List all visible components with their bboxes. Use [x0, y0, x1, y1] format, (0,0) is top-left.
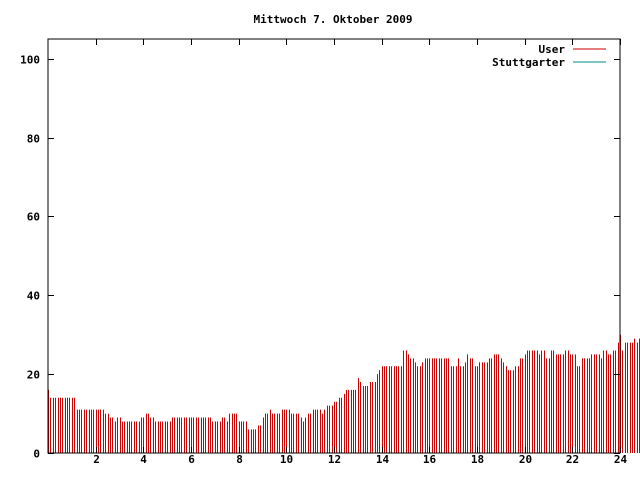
bar-series [48, 334, 640, 453]
x-tick-label: 24 [614, 453, 628, 466]
x-tick-label: 8 [236, 453, 243, 466]
y-tick-label: 60 [27, 211, 40, 224]
x-tick-label: 6 [188, 453, 195, 466]
legend-label-user: User [539, 43, 566, 56]
y-tick-label: 20 [27, 369, 40, 382]
x-tick-label: 16 [423, 453, 437, 466]
y-tick-label: 0 [33, 448, 40, 461]
y-tick-label: 100 [20, 54, 40, 67]
x-tick-label: 18 [471, 453, 484, 466]
y-tick-label: 40 [27, 290, 40, 303]
x-tick-label: 2 [93, 453, 100, 466]
x-tick-label: 22 [566, 453, 579, 466]
x-tick-label: 12 [328, 453, 341, 466]
x-tick-label: 4 [140, 453, 147, 466]
chart-title: Mittwoch 7. Oktober 2009 [254, 13, 413, 26]
x-tick-label: 14 [376, 453, 390, 466]
legend: User Stuttgarter [492, 43, 606, 69]
x-tick-label: 10 [280, 453, 293, 466]
y-tick-label: 80 [27, 133, 40, 146]
legend-label-stuttgarter: Stuttgarter [492, 56, 565, 69]
x-tick-label: 20 [519, 453, 532, 466]
